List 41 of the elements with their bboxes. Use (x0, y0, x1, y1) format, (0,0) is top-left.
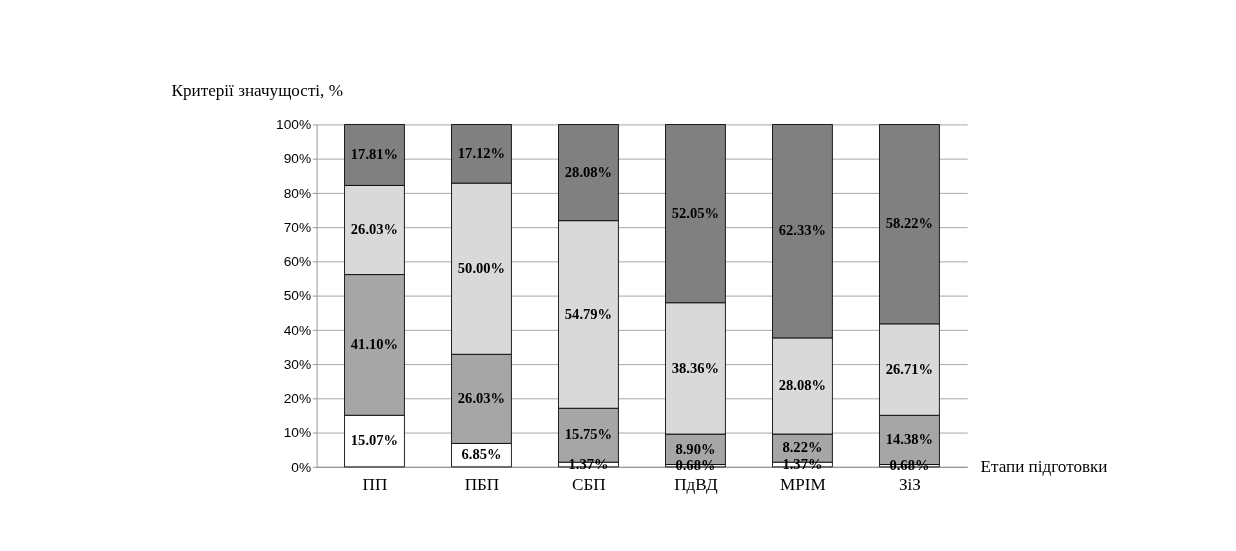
data-label: 17.12% (457, 145, 506, 162)
data-label: 26.03% (350, 221, 399, 238)
y-tick-label: 100% (276, 117, 312, 133)
data-label: 26.03% (457, 390, 506, 407)
data-label: 41.10% (350, 336, 399, 353)
y-tick-label: 90% (283, 151, 312, 167)
data-label: 28.08% (564, 163, 613, 180)
data-label: 54.79% (564, 305, 613, 322)
data-label: 15.07% (350, 432, 399, 449)
y-tick-label: 80% (283, 185, 312, 201)
data-label: 52.05% (671, 204, 720, 221)
y-tick-label: 20% (283, 391, 312, 407)
data-label: 15.75% (564, 426, 613, 443)
data-label: 14.38% (885, 431, 934, 448)
y-tick-label: 50% (283, 288, 312, 304)
y-tick-label: 10% (283, 425, 312, 441)
data-label: 50.00% (457, 259, 506, 276)
y-tick-label: 60% (283, 254, 312, 270)
data-label: 26.71% (885, 360, 934, 377)
x-tick-label: СБП (572, 474, 606, 494)
y-tick-label: 0% (291, 459, 312, 475)
data-label: 28.08% (778, 377, 827, 394)
y-tick-label: 70% (283, 219, 312, 235)
x-axis-title: Етапи підготовки (980, 457, 1108, 477)
y-tick-label: 30% (283, 356, 312, 372)
data-label: 17.81% (350, 146, 399, 163)
data-label: 38.36% (671, 359, 720, 376)
data-label: 1.37% (782, 455, 823, 472)
data-label: 8.22% (782, 439, 823, 456)
data-label: 1.37% (568, 455, 609, 472)
x-tick-label: ПБП (464, 474, 500, 494)
data-label: 6.85% (461, 446, 502, 463)
x-tick-label: ЗіЗ (898, 474, 921, 494)
data-label: 58.22% (885, 215, 934, 232)
y-axis-title: Критерії значущості, % (171, 80, 343, 100)
data-label: 62.33% (778, 222, 827, 239)
x-tick-label: ПдВД (674, 474, 718, 494)
x-tick-label: МРІМ (780, 474, 826, 494)
x-tick-label: ПП (362, 474, 388, 494)
y-tick-label: 40% (283, 322, 312, 338)
data-label: 8.90% (675, 440, 716, 457)
